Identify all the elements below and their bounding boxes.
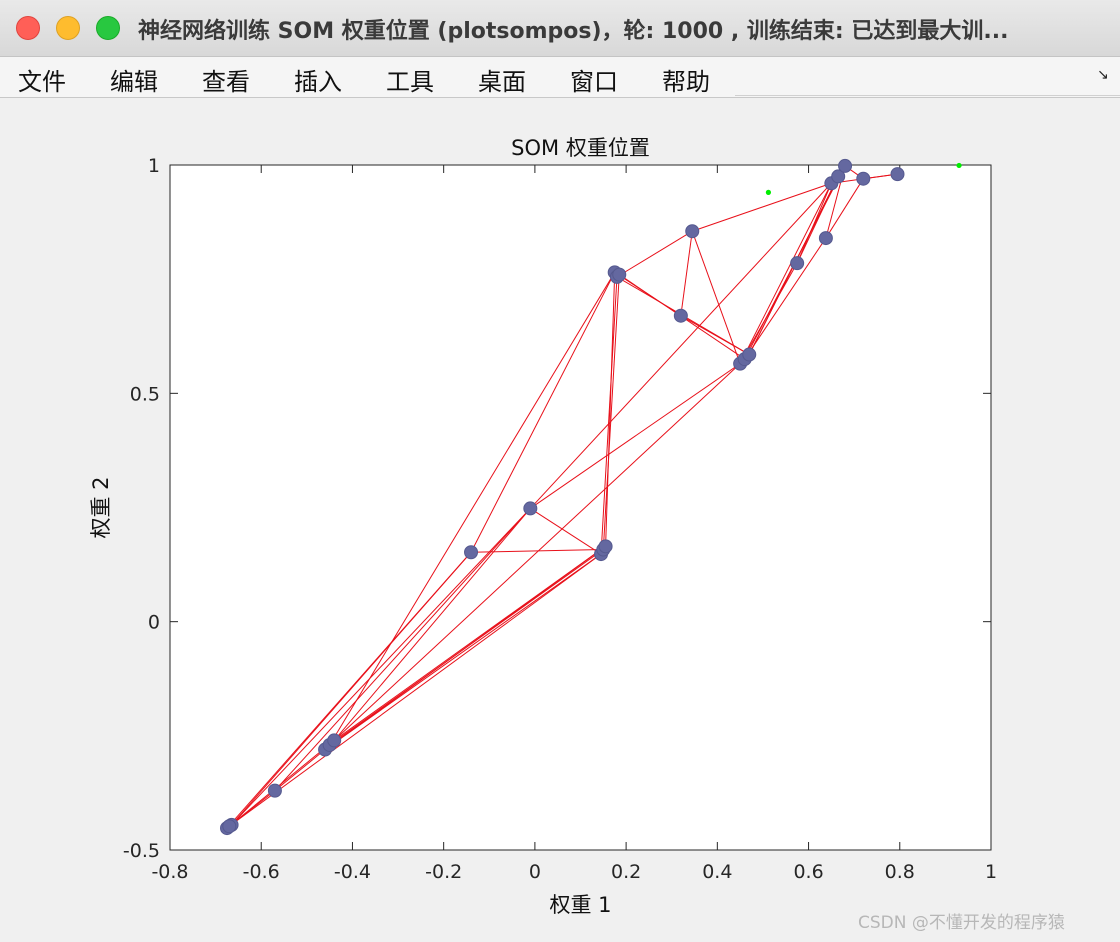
som-edge xyxy=(602,274,620,550)
window-title: 神经网络训练 SOM 权重位置 (plotsompos)，轮: 1000 , 训… xyxy=(138,19,1009,44)
chart-title: SOM 权重位置 xyxy=(511,136,650,160)
som-edge xyxy=(324,553,602,750)
y-tick-label: 0 xyxy=(148,612,160,634)
som-edge xyxy=(825,178,864,239)
plot-figure: -0.8 -0.6 -0.4 -0.2 0 0.2 0.4 0.6 0.8 1 -0.5 0 0.5 1 S… xyxy=(89,136,997,917)
y-tick-label: -0.5 xyxy=(123,840,160,862)
menu-divider xyxy=(735,95,1120,96)
som-neuron xyxy=(327,733,342,748)
x-tick-label: 0 xyxy=(529,861,541,883)
x-tick-label: 0.8 xyxy=(885,861,915,883)
som-edge xyxy=(680,231,693,316)
menu-desktop[interactable]: 桌面 xyxy=(478,68,526,96)
som-edge xyxy=(796,176,839,264)
menu-tools[interactable]: 工具 xyxy=(386,68,434,96)
x-tick-label: 0.6 xyxy=(793,861,823,883)
som-edge xyxy=(228,553,602,827)
som-edge xyxy=(530,363,741,509)
som-edge xyxy=(333,508,531,741)
som-edge xyxy=(600,276,618,555)
som-edge xyxy=(796,183,832,264)
som-neuron xyxy=(673,308,688,323)
x-tick-label: -0.4 xyxy=(334,861,371,883)
menu-edit[interactable]: 编辑 xyxy=(110,68,158,96)
som-edge xyxy=(605,272,616,547)
som-neuron xyxy=(598,539,613,554)
som-edge xyxy=(616,230,693,278)
som-neuron xyxy=(612,267,627,282)
minimize-window-button[interactable] xyxy=(56,16,80,40)
som-neuron xyxy=(838,158,853,173)
som-neuron xyxy=(831,169,846,184)
som-edge xyxy=(470,272,616,553)
y-tick-label: 0.5 xyxy=(130,383,160,405)
som-edge xyxy=(329,272,616,746)
x-tick-label: -0.8 xyxy=(151,861,188,883)
som-neuron xyxy=(222,819,237,834)
som-neuron xyxy=(685,224,700,239)
menu-insert[interactable]: 插入 xyxy=(294,68,342,96)
y-tick-label: 1 xyxy=(148,155,160,177)
som-edge xyxy=(274,508,531,791)
maximize-window-button[interactable] xyxy=(96,16,120,40)
som-edge xyxy=(333,363,741,741)
som-neuron xyxy=(856,171,871,186)
som-edge xyxy=(529,182,832,509)
som-edge xyxy=(333,545,606,741)
som-neuron xyxy=(818,231,833,246)
title-bar[interactable]: 神经网络训练 SOM 权重位置 (plotsompos)，轮: 1000 , 训… xyxy=(0,0,1120,57)
x-tick-label: -0.6 xyxy=(243,861,280,883)
som-edge xyxy=(228,740,335,827)
som-edge xyxy=(231,508,531,826)
menu-window[interactable]: 窗口 xyxy=(570,68,618,96)
plot-area xyxy=(169,164,992,851)
toolbar-toggle-icon[interactable]: ↘ xyxy=(1097,67,1109,83)
menu-bar: 文件 编辑 查看 插入 工具 桌面 窗口 帮助 ↘ xyxy=(0,57,1120,98)
som-edge xyxy=(744,237,827,360)
menu-file[interactable]: 文件 xyxy=(18,68,66,96)
x-tick-label: -0.2 xyxy=(425,861,462,883)
x-tick-label: 0.2 xyxy=(611,861,641,883)
som-edge xyxy=(530,507,602,555)
som-edge xyxy=(231,551,472,826)
som-edge xyxy=(329,549,604,746)
som-edge xyxy=(274,749,326,792)
input-point xyxy=(956,162,962,169)
som-neuron xyxy=(523,501,538,516)
x-axis-label: 权重 1 xyxy=(549,893,611,917)
menu-view[interactable]: 查看 xyxy=(202,68,250,96)
som-neuron xyxy=(890,167,905,182)
som-edge xyxy=(692,182,832,232)
y-axis-label: 权重 2 xyxy=(89,476,113,538)
som-neuron xyxy=(464,545,479,560)
x-tick-label: 0.4 xyxy=(702,861,732,883)
som-neuron xyxy=(742,347,757,362)
input-point xyxy=(765,189,772,195)
som-neuron xyxy=(790,256,805,271)
close-window-button[interactable] xyxy=(16,16,40,40)
som-edge xyxy=(739,183,832,364)
som-neuron xyxy=(267,783,282,798)
x-tick-label: 1 xyxy=(985,861,997,883)
som-edge xyxy=(691,231,741,364)
menu-help[interactable]: 帮助 xyxy=(662,68,710,96)
watermark: CSDN @不懂开发的程序猿 xyxy=(858,913,1065,933)
